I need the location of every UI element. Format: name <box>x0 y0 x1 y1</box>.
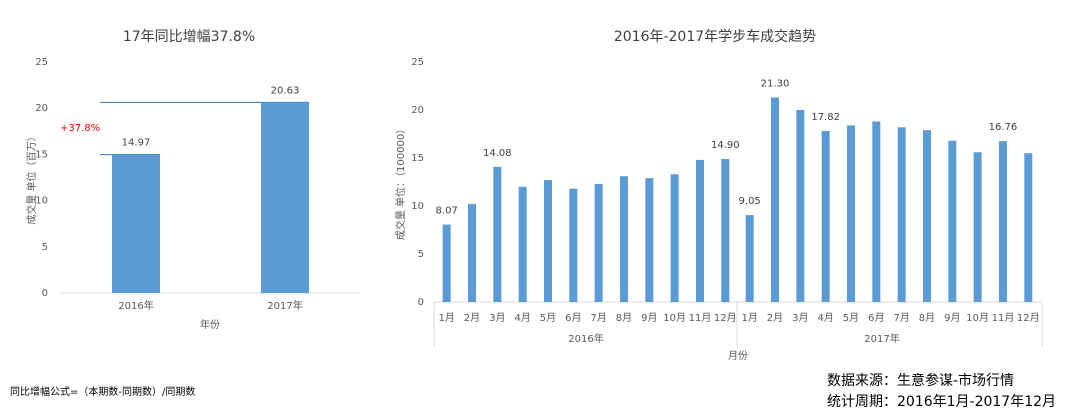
chart2-bar <box>745 215 754 302</box>
chart1-x-tick: 2016年 <box>118 299 153 312</box>
chart2-data-label: 16.76 <box>989 122 1018 133</box>
chart2-data-label: 14.90 <box>711 140 740 151</box>
chart1-title: 17年同比增幅37.8% <box>123 29 255 45</box>
chart1-y-tick: 20 <box>35 103 48 114</box>
chart2-bar <box>821 130 830 302</box>
chart2-x-tick: 1月 <box>438 312 454 324</box>
chart1-y-tick: 0 <box>42 288 48 299</box>
chart2-y-tick: 15 <box>411 153 424 164</box>
chart2-bar <box>948 140 957 302</box>
chart2-data-label: 14.08 <box>483 148 512 159</box>
chart2-x-tick: 5月 <box>540 312 556 324</box>
chart2-x-tick: 12月 <box>1017 312 1040 324</box>
chart2-x-tick: 8月 <box>616 312 632 324</box>
chart2-bar <box>695 159 704 302</box>
chart2-y-tick: 10 <box>411 201 424 212</box>
chart1-x-axis-label: 年份 <box>200 318 220 331</box>
chart2-x-tick: 4月 <box>514 312 530 324</box>
chart2-bar <box>922 130 931 302</box>
chart2-y-axis-label: 成交量 单位：（100000） <box>394 124 407 240</box>
chart2-y-tick: 5 <box>418 249 424 260</box>
chart2-bar <box>467 204 476 302</box>
chart2-bar <box>569 188 578 302</box>
chart2-title: 2016年-2017年学步车成交趋势 <box>614 28 816 45</box>
chart1-data-label: 20.63 <box>271 85 300 96</box>
chart2-y-tick: 0 <box>418 297 424 308</box>
chart2-y-tick: 25 <box>411 57 424 68</box>
chart2-bar <box>897 127 906 302</box>
stat-period: 统计周期：2016年1月-2017年12月 <box>827 394 1057 410</box>
chart2-bar <box>973 152 982 302</box>
chart2-x-tick: 2月 <box>464 312 480 324</box>
chart2-x-tick: 1月 <box>741 312 757 324</box>
chart2-bar <box>543 180 552 302</box>
chart2-x-tick: 9月 <box>944 312 960 324</box>
chart1-x-tick: 2017年 <box>267 299 302 312</box>
chart2-data-label: 8.07 <box>436 206 458 217</box>
chart2-bar <box>872 121 881 303</box>
chart2-bar <box>619 176 628 302</box>
chart2-data-label: 21.30 <box>761 79 790 90</box>
chart2-bar <box>442 224 451 302</box>
chart1-y-axis-label: 成交量 单位（百万） <box>25 131 38 224</box>
chart2-bar <box>846 125 855 302</box>
chart2-bar <box>518 186 527 302</box>
chart2-x-tick: 9月 <box>641 312 657 324</box>
chart1-y-tick: 25 <box>35 57 48 68</box>
chart2-x-tick: 10月 <box>966 312 989 324</box>
chart2-x-tick: 4月 <box>817 312 833 324</box>
chart1-y-tick: 10 <box>35 196 48 207</box>
chart2-bar <box>645 178 654 302</box>
data-source: 数据来源：生意参谋-市场行情 <box>827 373 1015 389</box>
chart2-x-tick: 2月 <box>767 312 783 324</box>
chart2-bar <box>493 166 502 302</box>
chart2-x-tick: 6月 <box>868 312 884 324</box>
chart2-x-axis-label: 月份 <box>728 350 748 362</box>
chart2-x-tick: 3月 <box>792 312 808 324</box>
chart2-x-tick: 5月 <box>843 312 859 324</box>
chart1-y-tick: 15 <box>35 149 48 160</box>
chart2-group-label-2017: 2017年 <box>864 332 899 345</box>
chart2-bar <box>998 141 1007 302</box>
chart2-x-tick: 11月 <box>992 312 1015 324</box>
chart1-y-tick: 5 <box>42 242 48 253</box>
chart2-x-tick: 7月 <box>590 312 606 324</box>
chart2-x-tick: 6月 <box>565 312 581 324</box>
chart2-x-tick: 10月 <box>663 312 686 324</box>
chart2-bar <box>670 174 679 302</box>
chart2-data-label: 17.82 <box>811 112 840 123</box>
chart2-y-tick: 20 <box>411 105 424 116</box>
growth-annotation: +37.8% <box>60 123 100 134</box>
chart2-x-tick: 8月 <box>919 312 935 324</box>
chart2-bar <box>721 158 730 302</box>
chart1-data-label: 14.97 <box>122 138 151 149</box>
chart2-x-tick: 3月 <box>489 312 505 324</box>
chart2-group-label-2016: 2016年 <box>568 332 603 345</box>
chart1-bar <box>112 154 160 293</box>
chart2-x-tick: 11月 <box>689 312 712 324</box>
chart2-x-tick: 7月 <box>893 312 909 324</box>
chart2-bar <box>796 110 805 302</box>
chart1-bar <box>261 102 309 293</box>
chart2-x-tick: 12月 <box>714 312 737 324</box>
chart2-bar <box>594 183 603 302</box>
chart2-bar <box>1024 153 1033 302</box>
chart2-data-label: 9.05 <box>739 196 761 207</box>
formula-note: 同比增幅公式=（本期数-同期数）/同期数 <box>10 387 196 398</box>
chart2-bar <box>770 97 779 303</box>
